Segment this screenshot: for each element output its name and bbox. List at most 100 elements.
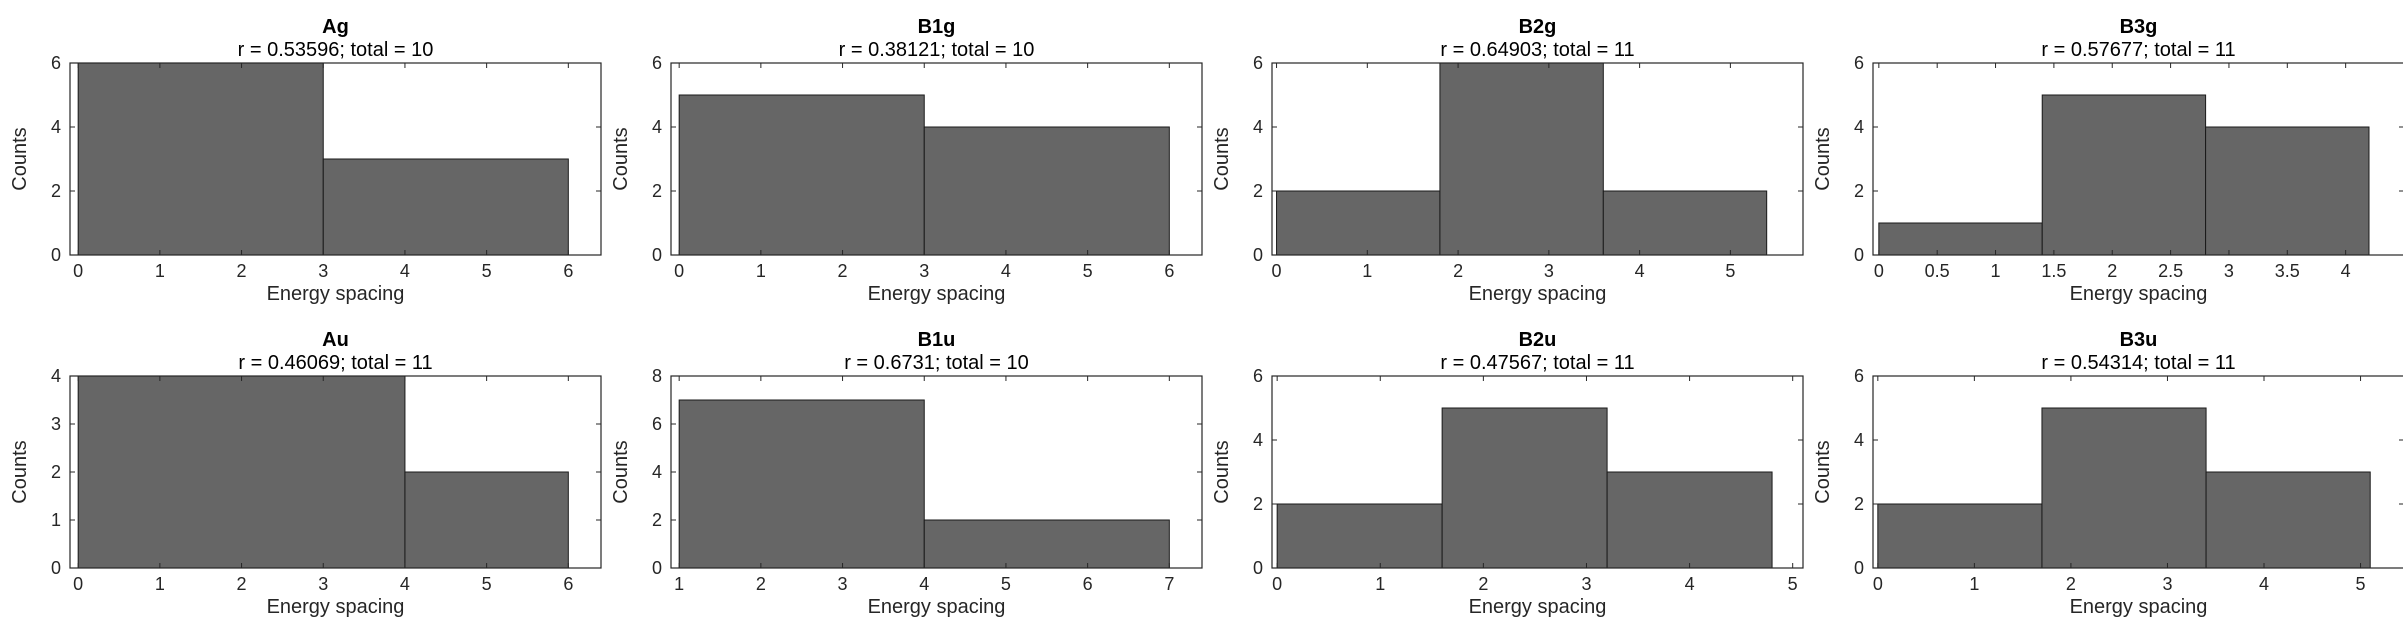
x-axis-label: Energy spacing [267, 283, 405, 305]
x-axis-label: Energy spacing [868, 596, 1006, 618]
x-tick-label: 1 [756, 261, 766, 281]
y-tick-label: 3 [51, 414, 61, 434]
histogram-bar [2041, 407, 2207, 569]
histogram-bar [1606, 471, 1773, 569]
x-tick-label: 1 [1362, 261, 1372, 281]
y-tick-label: 1 [51, 510, 61, 530]
x-tick-label: 6 [563, 574, 573, 594]
y-tick-label: 6 [51, 53, 61, 73]
x-axis-label: Energy spacing [868, 283, 1006, 305]
chart-subtitle: r = 0.46069; total = 11 [238, 352, 432, 374]
x-tick-label: 2 [237, 574, 247, 594]
x-tick-label: 3 [2162, 574, 2172, 594]
x-tick-label: 0 [1874, 261, 1884, 281]
x-tick-label: 1 [674, 574, 684, 594]
x-tick-label: 5 [1083, 261, 1093, 281]
y-tick-label: 4 [1253, 117, 1263, 137]
y-tick-label: 0 [51, 558, 61, 578]
x-tick-label: 3.5 [2275, 261, 2300, 281]
y-tick-label: 2 [652, 510, 662, 530]
x-tick-label: 2 [2107, 261, 2117, 281]
x-tick-label: 3 [1544, 261, 1554, 281]
chart-subtitle: r = 0.6731; total = 10 [844, 352, 1029, 374]
x-tick-label: 5 [2356, 574, 2366, 594]
y-tick-label: 6 [1854, 366, 1864, 386]
chart-title: Ag [322, 16, 349, 38]
y-tick-label: 2 [1253, 494, 1263, 514]
x-tick-label: 4 [2341, 261, 2351, 281]
y-tick-label: 4 [51, 366, 61, 386]
x-tick-label: 0 [73, 261, 83, 281]
x-axis-label: Energy spacing [1469, 596, 1607, 618]
histogram-bar [678, 399, 925, 569]
histogram-bar [678, 94, 925, 256]
histogram-bar [1276, 503, 1443, 569]
y-axis-label: Counts [9, 127, 31, 190]
x-axis-label: Energy spacing [1469, 283, 1607, 305]
y-axis-label: Counts [1211, 440, 1233, 503]
x-tick-label: 5 [1001, 574, 1011, 594]
histogram-bar [1602, 190, 1768, 256]
y-tick-label: 2 [1854, 494, 1864, 514]
axes-box [1872, 375, 2403, 569]
y-tick-label: 0 [1253, 558, 1263, 578]
y-tick-label: 4 [51, 117, 61, 137]
y-axis-label: Counts [9, 440, 31, 503]
y-tick-label: 4 [1854, 117, 1864, 137]
x-tick-label: 1 [155, 261, 165, 281]
x-tick-label: 0.5 [1925, 261, 1950, 281]
x-tick-label: 3 [318, 574, 328, 594]
x-tick-label: 4 [400, 574, 410, 594]
y-tick-label: 0 [1854, 558, 1864, 578]
x-tick-label: 5 [1725, 261, 1735, 281]
chart-subtitle: r = 0.57677; total = 11 [2041, 39, 2235, 61]
x-tick-label: 1.5 [2041, 261, 2066, 281]
x-tick-label: 2 [237, 261, 247, 281]
y-tick-label: 2 [51, 181, 61, 201]
y-tick-label: 4 [652, 117, 662, 137]
y-tick-label: 6 [1253, 366, 1263, 386]
histogram-panel-au: 0 1 2 3 4 5 6 0 1 2 3 4 Aur = 0.46069; total = 11 Ene… [9, 329, 602, 618]
histogram-bar [2205, 471, 2371, 569]
y-axis-label: Counts [610, 127, 632, 190]
chart-subtitle: r = 0.64903; total = 11 [1440, 39, 1634, 61]
x-tick-label: 4 [1635, 261, 1645, 281]
chart-title: Au [322, 329, 349, 351]
x-tick-label: 4 [1001, 261, 1011, 281]
histogram-bar [404, 471, 569, 569]
x-tick-label: 2 [756, 574, 766, 594]
chart-subtitle: r = 0.53596; total = 10 [238, 39, 434, 61]
y-tick-label: 6 [1253, 53, 1263, 73]
x-tick-label: 6 [1164, 261, 1174, 281]
y-axis-label: Counts [1812, 127, 1834, 190]
chart-title: B2g [1519, 16, 1557, 38]
x-tick-label: 0 [1272, 261, 1282, 281]
y-tick-label: 6 [1854, 53, 1864, 73]
y-axis-label: Counts [1211, 127, 1233, 190]
histogram-bar [1877, 503, 2043, 569]
histogram-bar [1439, 62, 1604, 256]
x-axis-label: Energy spacing [267, 596, 405, 618]
chart-title: B3u [2120, 329, 2158, 351]
x-tick-label: 3 [2224, 261, 2234, 281]
axes-box [1271, 62, 1804, 256]
x-axis-label: Energy spacing [2070, 596, 2208, 618]
x-tick-label: 6 [1083, 574, 1093, 594]
x-tick-label: 4 [400, 261, 410, 281]
chart-title: B2u [1519, 329, 1557, 351]
x-tick-label: 0 [73, 574, 83, 594]
x-tick-label: 0 [1272, 574, 1282, 594]
x-tick-label: 5 [1788, 574, 1798, 594]
x-tick-label: 1 [155, 574, 165, 594]
y-tick-label: 0 [51, 245, 61, 265]
x-tick-label: 1 [1375, 574, 1385, 594]
histogram-bar [923, 519, 1170, 569]
x-tick-label: 4 [919, 574, 929, 594]
x-tick-label: 5 [482, 574, 492, 594]
x-tick-label: 1 [1991, 261, 2001, 281]
x-tick-label: 2.5 [2158, 261, 2183, 281]
y-tick-label: 8 [652, 366, 662, 386]
y-tick-label: 6 [652, 414, 662, 434]
